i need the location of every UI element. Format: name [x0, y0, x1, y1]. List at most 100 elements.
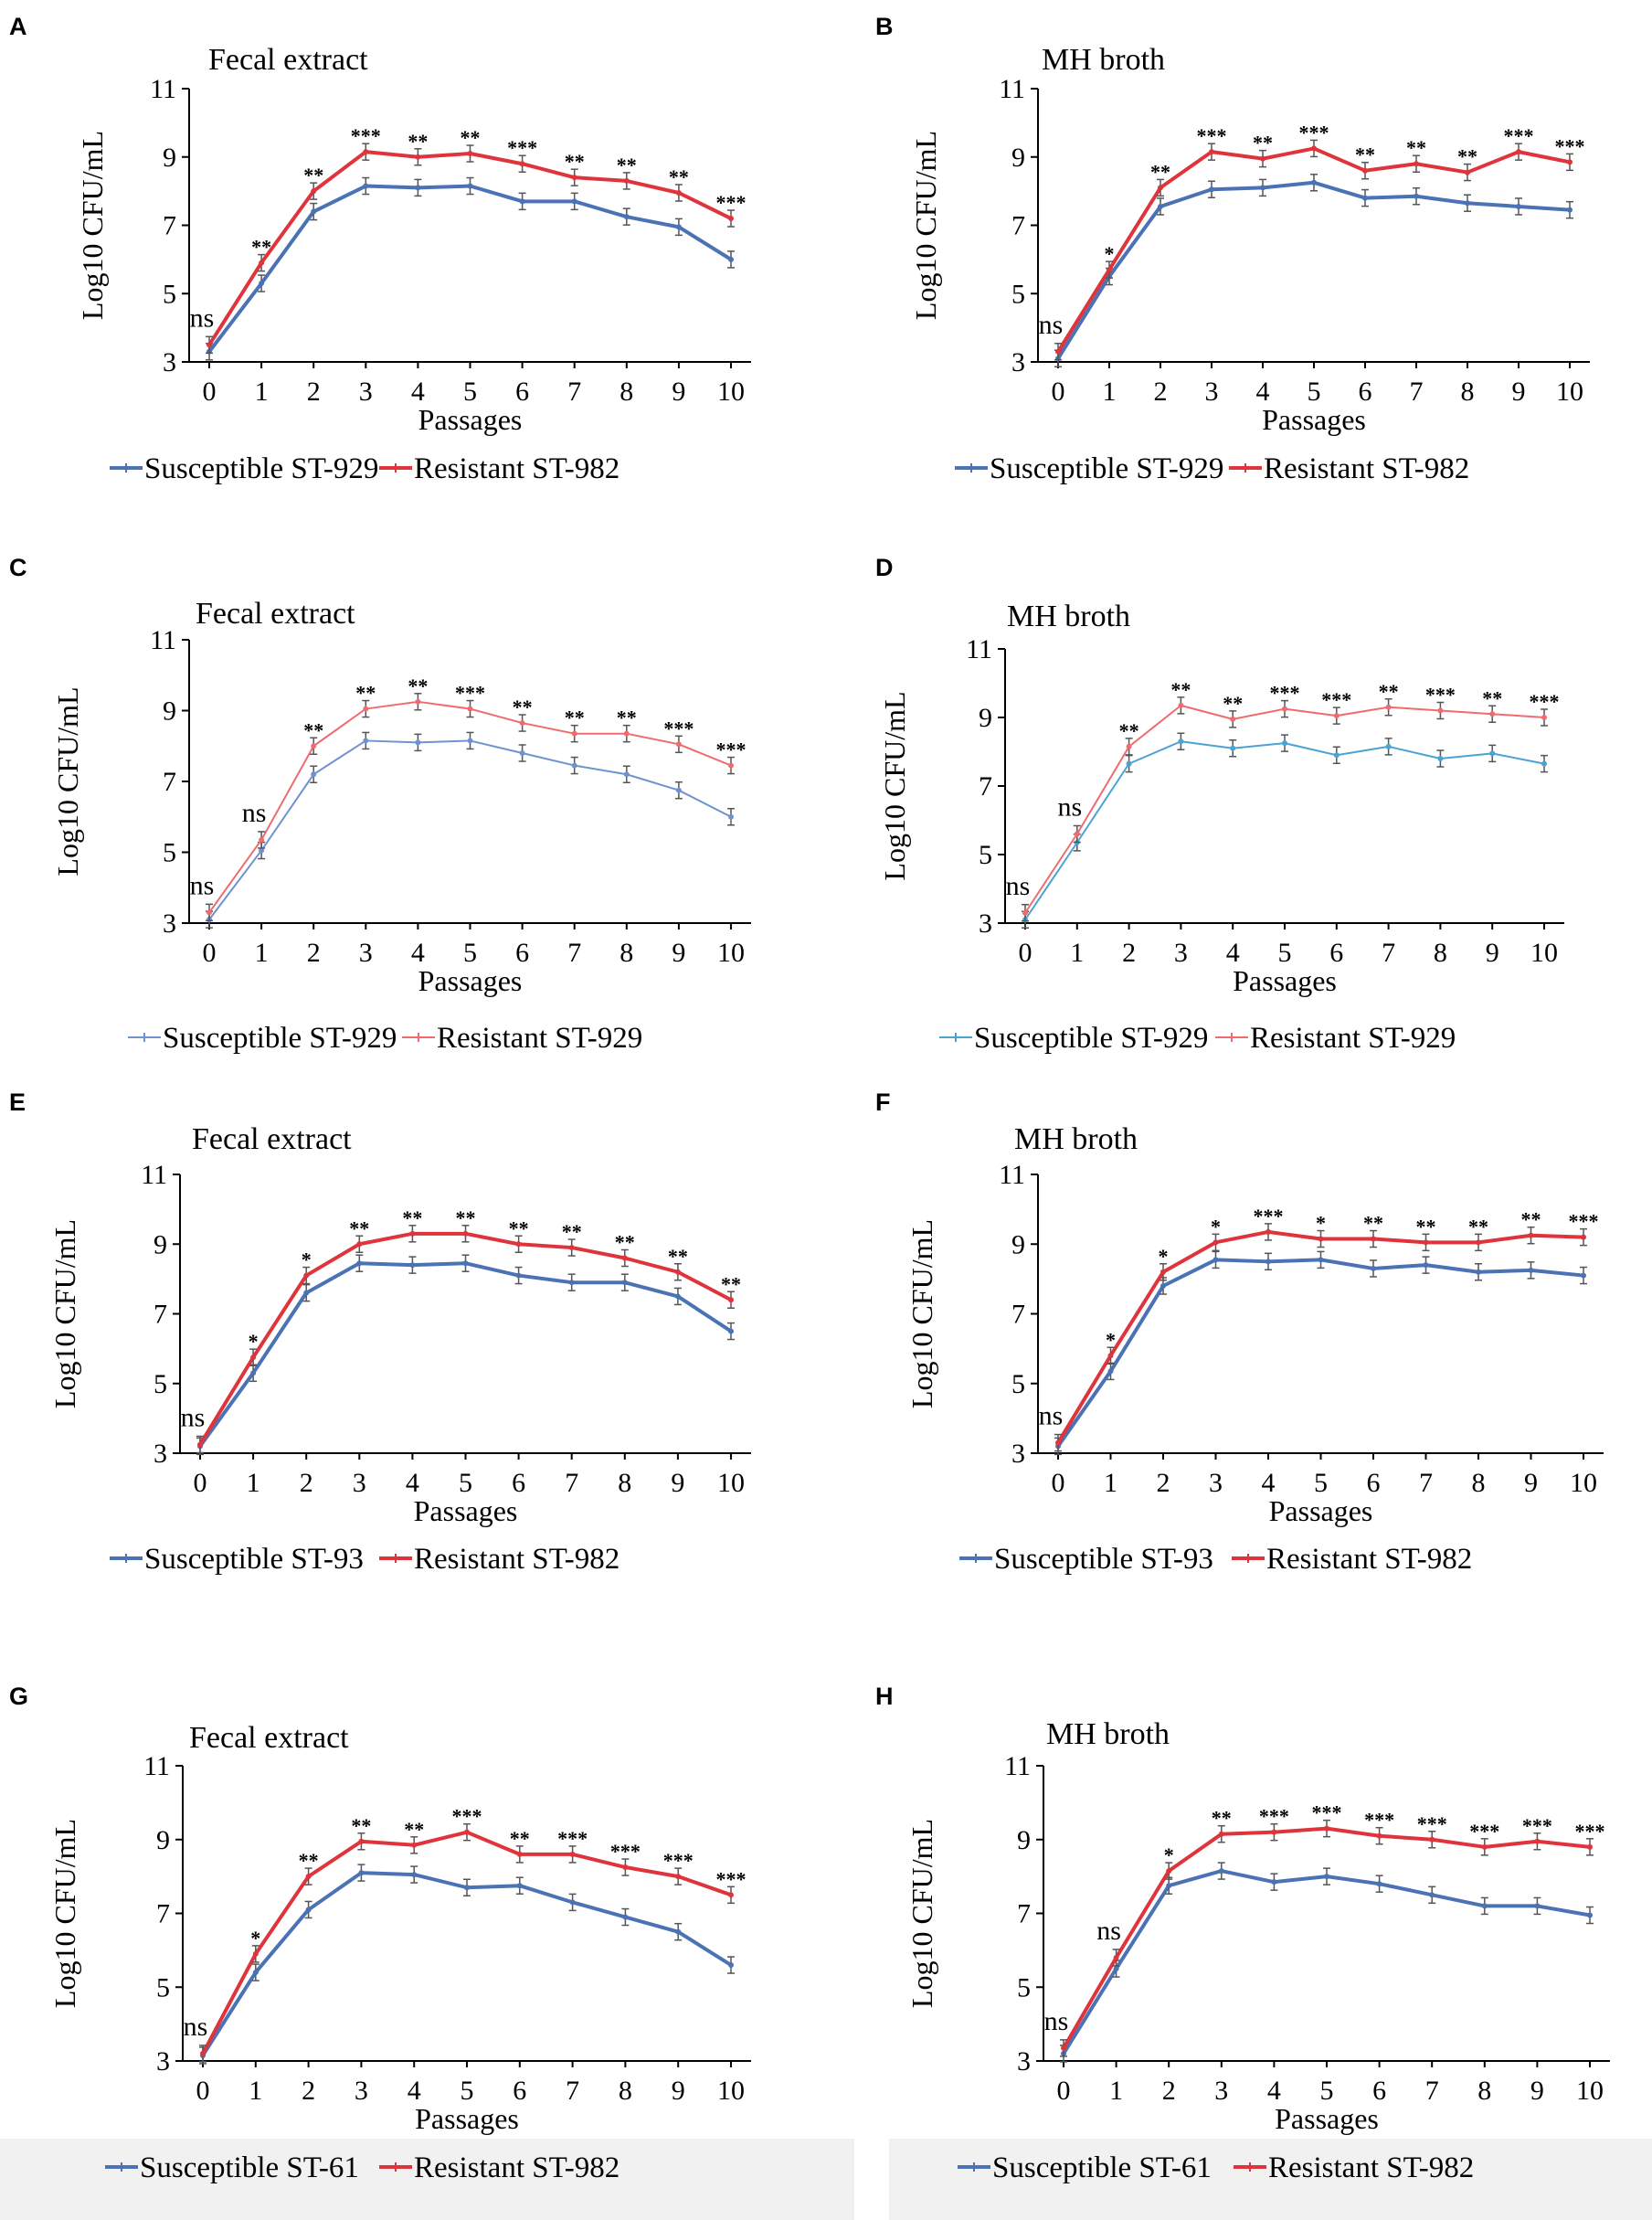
significance-label: **: [617, 154, 637, 176]
significance-label: ***: [452, 1805, 482, 1828]
data-point: [303, 1290, 310, 1296]
data-point: [519, 198, 525, 205]
panel-d: D MH broth 3 5 7 9 11 0 1 2 3 4 5 6 7 8 9 10 Passages Log10…: [875, 554, 1564, 1055]
x-axis-label: Passages: [1262, 403, 1366, 436]
x-tick-label: 1: [249, 2076, 262, 2106]
data-point: [1113, 1966, 1119, 1972]
x-tick-label: 7: [566, 2076, 579, 2106]
significance-label: **: [351, 1814, 371, 1837]
y-axis-label: Log10 CFU/mL: [878, 691, 911, 880]
x-tick-label: 7: [565, 1468, 578, 1498]
data-point: [1166, 1883, 1172, 1889]
significance-label: **: [1379, 680, 1399, 703]
x-axis-label: Passages: [1269, 1494, 1373, 1527]
chart-title: MH broth: [1007, 600, 1130, 633]
significance-label: ***: [1504, 124, 1534, 147]
y-tick-label: 3: [163, 908, 176, 939]
data-point: [462, 1230, 469, 1237]
data-point: [1376, 1881, 1382, 1887]
x-tick-label: 10: [717, 2076, 745, 2106]
data-point: [571, 730, 577, 737]
data-point: [1166, 1868, 1172, 1875]
significance-label: ***: [1299, 121, 1329, 143]
significance-label: **: [404, 1818, 424, 1841]
legend-label: Susceptible ST-93: [144, 1543, 364, 1576]
significance-label: **: [1482, 686, 1502, 709]
significance-label: ***: [1259, 1805, 1289, 1828]
significance-label: **: [1406, 136, 1426, 159]
data-point: [311, 208, 317, 215]
data-point: [1311, 145, 1317, 152]
x-tick-label: 4: [1256, 377, 1270, 407]
x-tick-label: 8: [618, 1468, 631, 1498]
significance-label: **: [668, 1245, 688, 1268]
x-tick-label: 6: [515, 377, 529, 407]
data-point: [1414, 161, 1419, 167]
x-tick-label: 2: [300, 1468, 313, 1498]
data-point: [1423, 1239, 1429, 1246]
data-point: [1376, 1832, 1382, 1839]
data-point: [623, 177, 630, 184]
significance-label: ***: [1321, 688, 1351, 711]
data-point: [728, 762, 734, 769]
y-tick-label: 9: [979, 703, 992, 733]
x-tick-label: 1: [1103, 377, 1117, 407]
significance-label: ***: [1469, 1820, 1499, 1843]
x-tick-label: 8: [620, 377, 633, 407]
x-tick-label: 9: [672, 938, 685, 968]
chart-title: MH broth: [1046, 1717, 1170, 1751]
legend-label: Susceptible ST-929: [163, 1022, 397, 1055]
data-point: [1385, 704, 1392, 710]
x-tick-label: 10: [717, 377, 745, 407]
x-tick-label: 2: [307, 938, 321, 968]
legend-label: Resistant ST-982: [1266, 1543, 1472, 1576]
data-point: [515, 1272, 522, 1279]
x-axis-label: Passages: [418, 403, 523, 436]
data-point: [519, 161, 525, 167]
data-point: [516, 1883, 523, 1889]
x-tick-label: 1: [255, 938, 269, 968]
data-point: [415, 154, 421, 160]
significance-label: ***: [663, 717, 694, 739]
legend-label: Resistant ST-929: [1250, 1022, 1456, 1055]
significance-label: ns: [1096, 1916, 1121, 1946]
x-tick-label: 3: [359, 377, 373, 407]
significance-label: **: [1363, 1212, 1383, 1235]
data-point: [1213, 1257, 1219, 1263]
data-point: [1534, 1903, 1541, 1909]
x-axis-label: Passages: [1233, 964, 1337, 997]
significance-label: **: [402, 1206, 422, 1229]
data-point: [467, 151, 473, 157]
x-tick-label: 7: [1410, 377, 1424, 407]
significance-label: ***: [557, 1827, 588, 1850]
x-tick-label: 6: [513, 2076, 526, 2106]
series-line-susceptible: [207, 184, 733, 354]
x-tick-label: 10: [1556, 377, 1583, 407]
y-tick-label: 5: [154, 1369, 167, 1399]
data-point: [1055, 348, 1061, 355]
data-point: [311, 771, 317, 778]
x-tick-label: 8: [1434, 938, 1447, 968]
chart-title: Fecal extract: [192, 1122, 352, 1156]
x-tick-label: 5: [1320, 2076, 1334, 2106]
data-point: [1318, 1257, 1324, 1263]
y-tick-label: 7: [154, 1300, 167, 1330]
panel-letter: E: [9, 1089, 26, 1116]
significance-label: **: [456, 1206, 476, 1229]
data-point: [467, 738, 473, 744]
y-axis-label: Log10 CFU/mL: [905, 1819, 938, 2008]
x-tick-label: 3: [1214, 2076, 1228, 2106]
data-point: [1541, 715, 1547, 720]
significance-label: **: [1212, 1807, 1232, 1830]
legend-label: Resistant ST-982: [414, 452, 620, 485]
x-tick-label: 0: [1057, 2076, 1071, 2106]
y-tick-label: 5: [163, 279, 176, 309]
significance-label: ***: [351, 124, 381, 147]
x-tick-label: 7: [1382, 938, 1395, 968]
data-point: [516, 1851, 523, 1857]
significance-label: **: [509, 1216, 529, 1239]
data-point: [358, 1870, 365, 1876]
data-point: [1371, 1236, 1376, 1242]
data-point: [1481, 1903, 1488, 1909]
data-point: [622, 1864, 629, 1871]
